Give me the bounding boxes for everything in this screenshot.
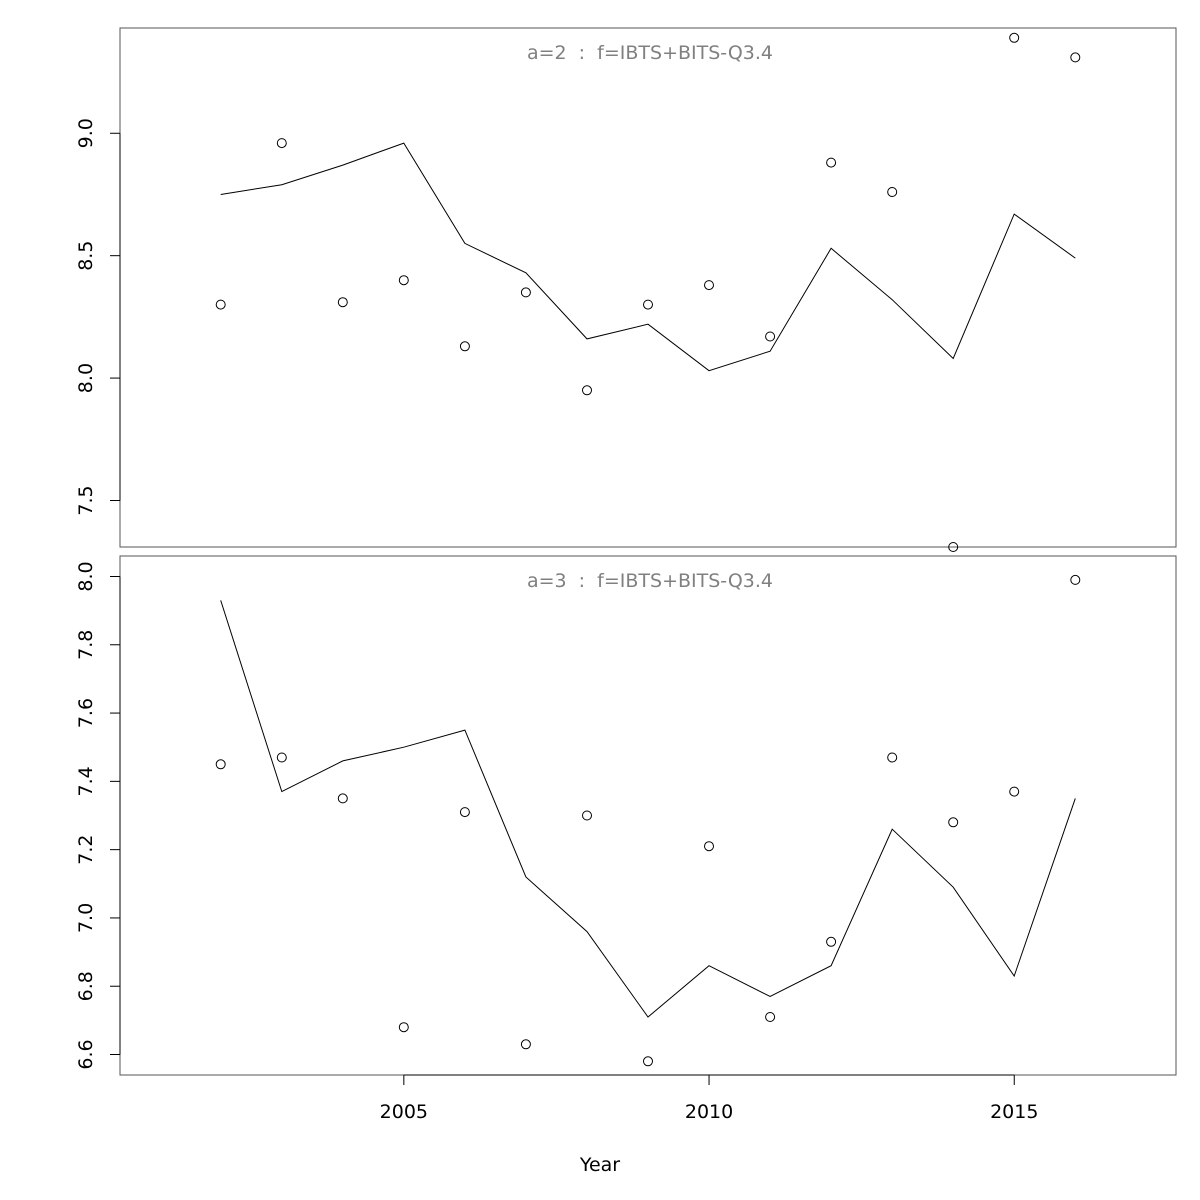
y-tick-label: 8.0	[75, 363, 97, 393]
observed-point	[643, 1056, 653, 1067]
panel-title: a=3 : f=IBTS+BITS-Q3.4	[527, 570, 773, 592]
observed-point	[520, 287, 531, 298]
panel-frame	[119, 27, 1177, 548]
observed-point	[276, 138, 287, 149]
x-tick-label: 2010	[685, 1101, 733, 1123]
observed-point	[1070, 574, 1081, 585]
chart-panels: a=2 : f=IBTS+BITS-Q3.4 7.5 8.0 8.5 9.0 a=3 : …	[75, 27, 1177, 1076]
x-tick-label: 2015	[990, 1101, 1038, 1123]
observed-point	[1009, 786, 1020, 797]
x-tick-label: 2005	[380, 1101, 428, 1123]
observed-point	[704, 841, 714, 852]
observed-point	[948, 542, 959, 552]
panel-2: a=3 : f=IBTS+BITS-Q3.4 6.6 6.8 7.0 7.2 7.4 7.6…	[75, 555, 1177, 1076]
observed-point	[643, 299, 653, 310]
x-axis-title: Year	[579, 1154, 620, 1176]
y-tick-label: 7.4	[75, 766, 97, 796]
observed-point	[704, 280, 714, 291]
y-tick-label: 9.0	[75, 118, 97, 148]
observed-point	[887, 752, 898, 763]
y-tick-label: 7.5	[75, 485, 97, 515]
observed-point	[398, 1022, 409, 1033]
observed-point	[887, 187, 898, 197]
y-tick-label: 8.5	[75, 241, 97, 271]
observed-point	[520, 1039, 531, 1050]
fitted-line	[220, 600, 1076, 1018]
observed-point	[215, 759, 226, 770]
observed-point	[337, 793, 348, 804]
y-tick-label: 6.8	[75, 971, 97, 1001]
observed-point	[215, 299, 226, 310]
panel-1: a=2 : f=IBTS+BITS-Q3.4 7.5 8.0 8.5 9.0	[75, 27, 1177, 552]
observed-point	[276, 752, 287, 763]
observed-point	[582, 810, 592, 821]
panel-title: a=2 : f=IBTS+BITS-Q3.4	[527, 42, 773, 64]
observed-point	[398, 275, 409, 286]
observed-point	[765, 1012, 776, 1022]
observed-point	[459, 807, 470, 818]
y-tick-label: 7.8	[75, 630, 97, 660]
x-axis: 2005 2010 2015	[380, 1074, 1038, 1123]
observed-point	[826, 936, 837, 947]
panel-frame	[119, 555, 1177, 1076]
y-tick-label: 7.6	[75, 698, 97, 728]
observed-point	[765, 331, 776, 342]
y-tick-label: 7.0	[75, 903, 97, 933]
observed-point	[948, 817, 959, 828]
y-tick-label: 7.2	[75, 835, 97, 865]
observed-point	[1009, 32, 1020, 43]
y-tick-label: 8.0	[75, 561, 97, 591]
fitted-line	[220, 142, 1076, 372]
y-tick-label: 6.6	[75, 1039, 97, 1069]
observed-point	[1070, 52, 1081, 63]
observed-point	[337, 297, 348, 308]
observed-point	[459, 341, 470, 352]
observed-point	[826, 157, 837, 168]
observed-point	[582, 385, 592, 396]
